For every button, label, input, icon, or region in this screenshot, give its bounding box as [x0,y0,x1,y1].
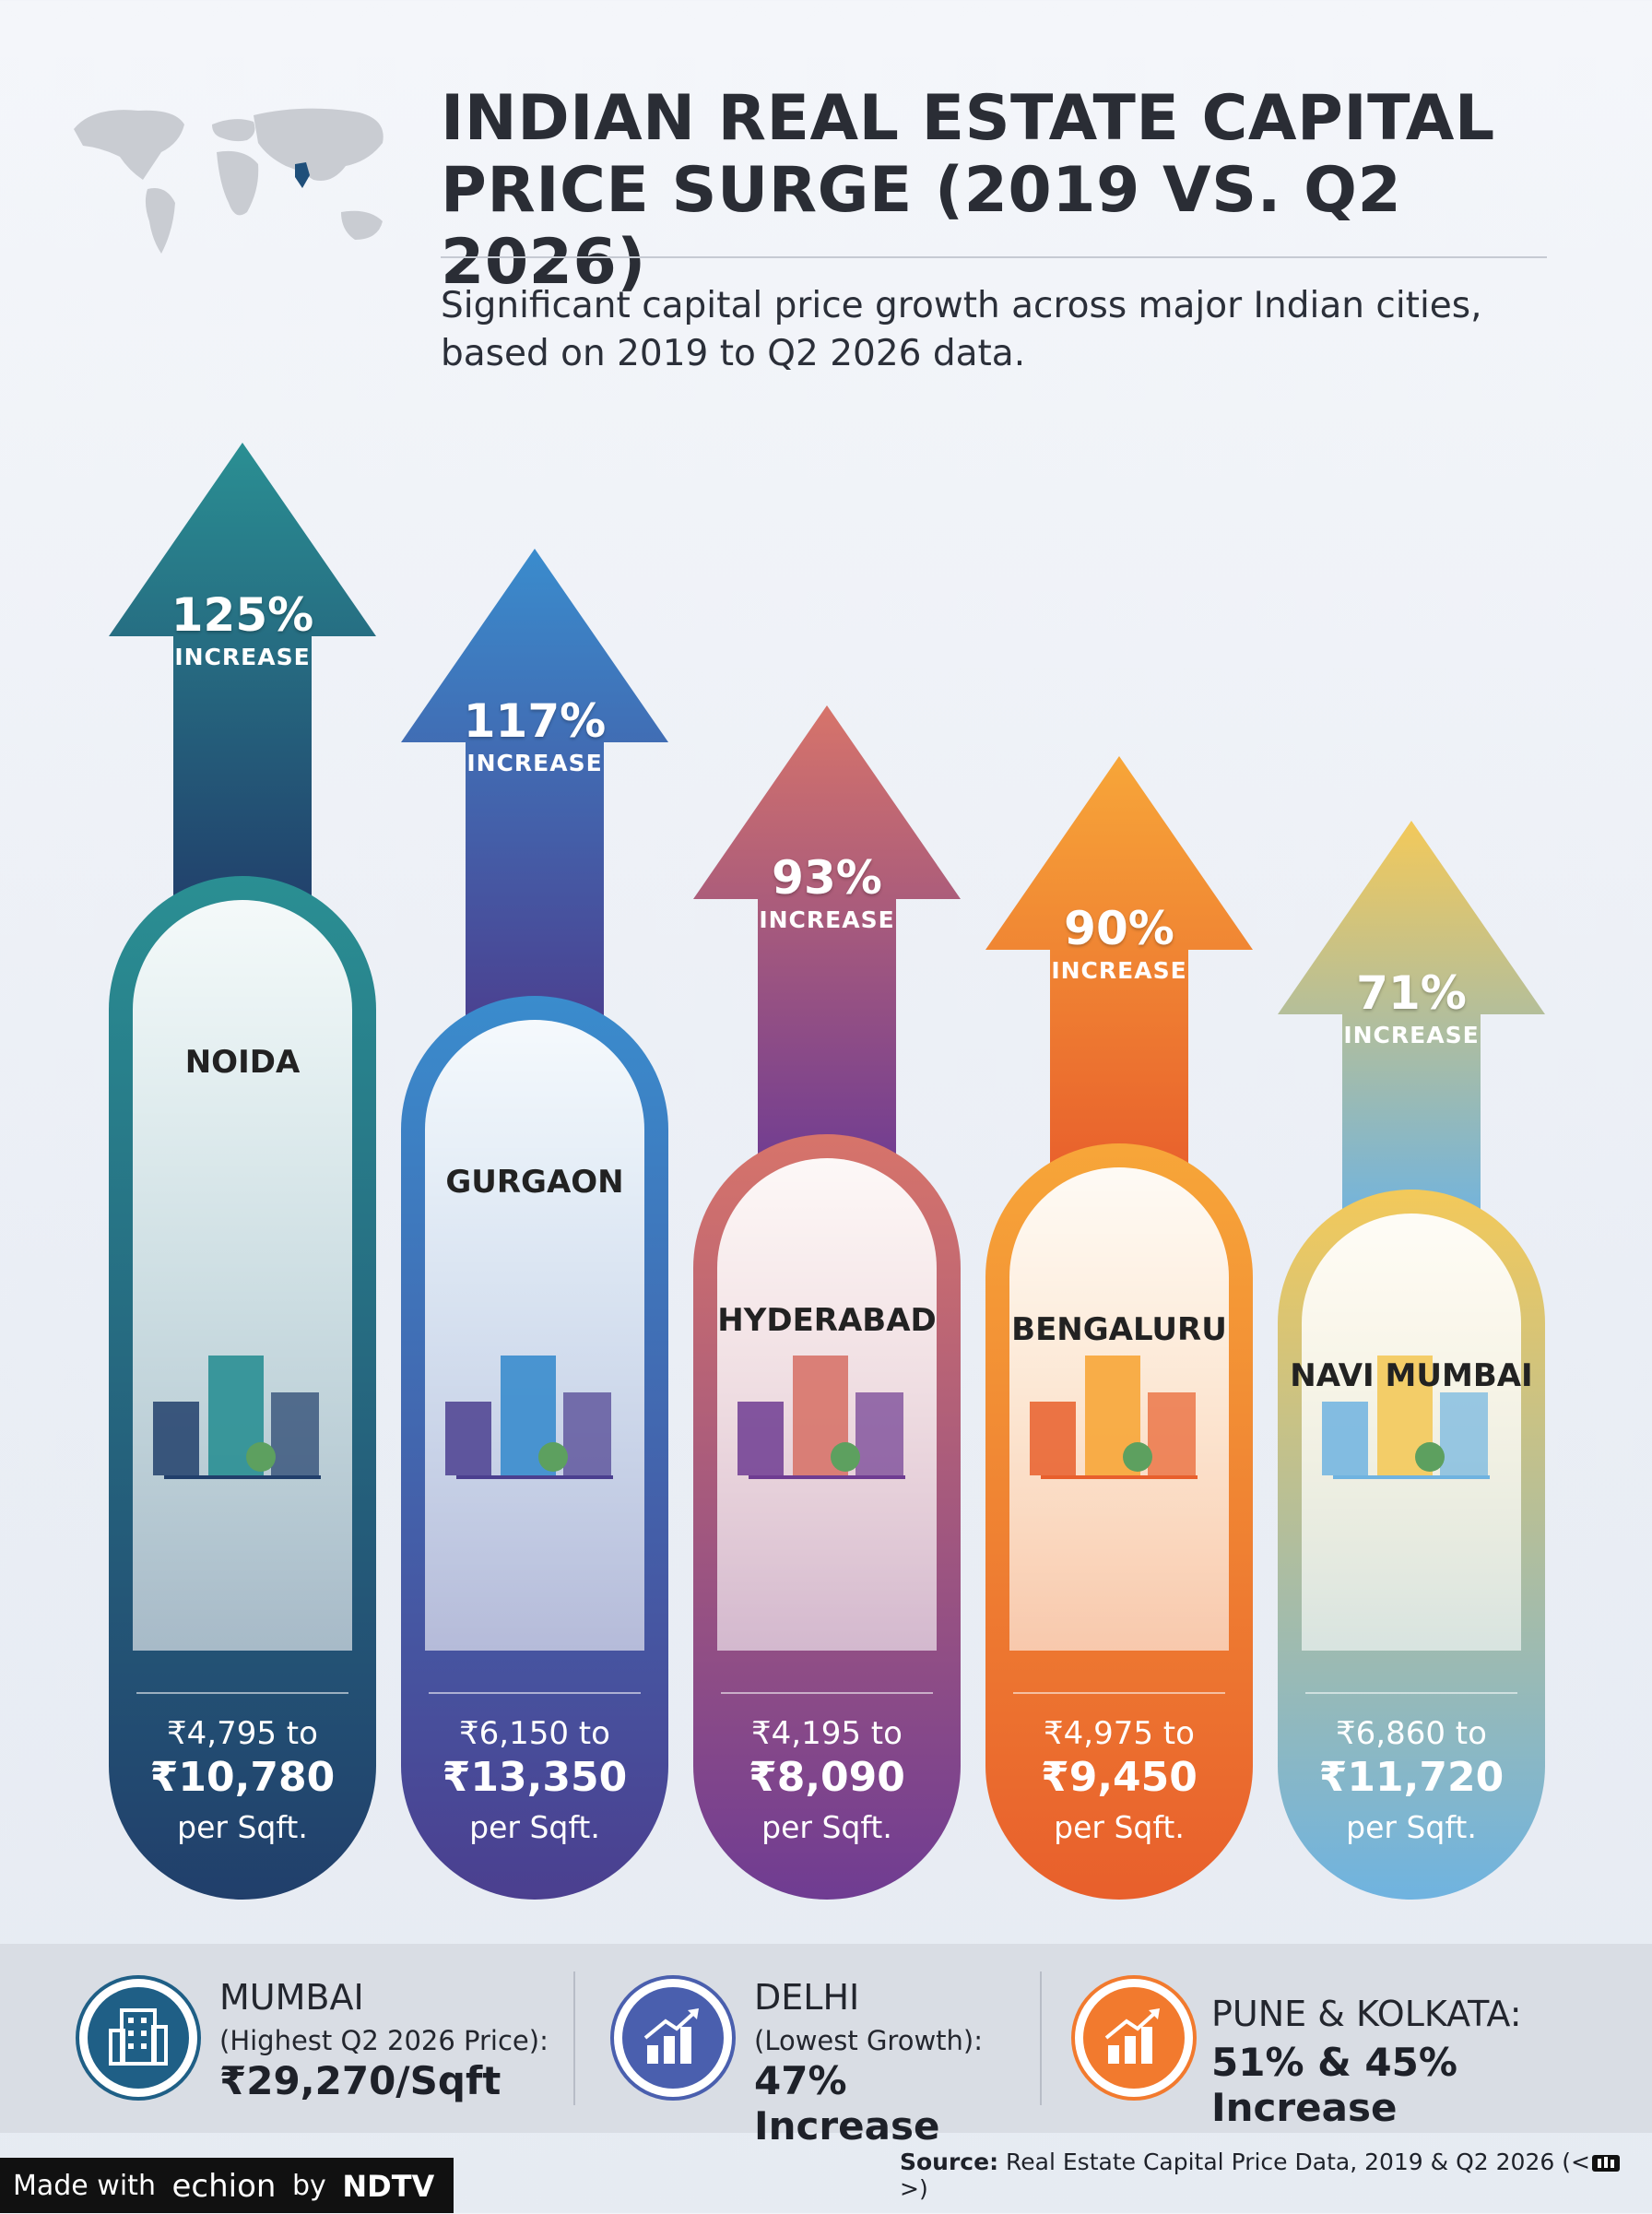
city-name: NOIDA [184,1044,301,1081]
building-icon [76,1975,201,2101]
price-from: ₹4,795 to [167,1715,318,1752]
city-skyline-icon [738,1356,905,1479]
publisher-logo: NDTV [342,2168,435,2204]
price-from: ₹4,975 to [1044,1715,1195,1752]
increase-percent: 93% [772,851,882,905]
price-from: ₹6,150 to [459,1715,610,1752]
logo-icon [1591,2155,1620,2172]
city-column: 71% INCREASE NAVI MUMBAI ₹6,860 to ₹11,720 pe… [1278,443,1545,1900]
increase-percent: 71% [1356,966,1467,1020]
stat-mumbai: MUMBAI (Highest Q2 2026 Price): ₹29,270/… [74,1944,572,2133]
page-title: INDIAN REAL ESTATE CAPITAL PRICE SURGE (… [441,83,1584,299]
price-divider [136,1692,348,1694]
city-column: 125% INCREASE NOIDA ₹4,795 to ₹10,780 per Sqf… [109,443,376,1900]
brand-badge[interactable]: Made with echion by NDTV [0,2158,454,2213]
stat-pune-kolkata: PUNE & KOLKATA: 51% & 45% Increase [1069,1944,1622,2133]
arrow-capsule-shape [693,705,961,1900]
source-text: Real Estate Capital Price Data, 2019 & Q… [1006,2149,1590,2175]
source-note: Source: Real Estate Capital Price Data, … [900,2149,1637,2202]
stat-name: DELHI [754,1977,860,2018]
stat-name: MUMBAI [219,1977,364,2018]
price-divider [1305,1692,1517,1694]
city-name: NAVI MUMBAI [1290,1357,1533,1394]
stats-bar [0,1944,1652,2133]
world-map-icon [74,108,384,254]
stat-divider [1040,1971,1042,2105]
city-column: 90% INCREASE BENGALURU ₹4,975 to ₹9,450 per S… [985,443,1253,1900]
by-label: by [292,2169,326,2202]
price-unit: per Sqft. [761,1809,892,1845]
title-line-1: INDIAN REAL ESTATE CAPITAL [441,82,1495,155]
city-name: GURGAON [445,1164,624,1201]
price-from: ₹4,195 to [751,1715,903,1752]
made-with-label: Made with [13,2169,156,2202]
increase-label: INCREASE [759,906,895,933]
price-to: ₹8,090 [749,1754,905,1801]
price-to: ₹10,780 [149,1754,336,1801]
growth-chart-icon [610,1975,736,2101]
city-column: 93% INCREASE HYDERABAD ₹4,195 to ₹8,090 per S… [693,443,961,1900]
source-end: >) [900,2175,928,2202]
city-name: HYDERABAD [717,1302,937,1339]
increase-label: INCREASE [1051,957,1187,984]
page-subtitle: Significant capital price growth across … [441,285,1482,374]
increase-percent: 90% [1064,902,1174,955]
arrow-capsule-shape [401,549,668,1900]
arrow-capsule-shape [109,443,376,1900]
growth-chart-icon [1071,1975,1197,2101]
increase-percent: 117% [463,694,607,748]
arrow-capsule-shape [1278,821,1545,1900]
increase-percent: 125% [171,588,314,642]
price-from: ₹6,860 to [1336,1715,1487,1752]
title-line-2: PRICE SURGE (2019 VS. Q2 2026) [441,154,1402,299]
price-divider [721,1692,933,1694]
stat-note: (Lowest Growth): [754,2025,984,2056]
city-name: BENGALURU [1011,1311,1227,1348]
increase-label: INCREASE [174,644,311,670]
increase-label: INCREASE [466,750,603,776]
city-skyline-icon [153,1356,321,1479]
city-skyline-icon [1322,1356,1490,1479]
source-label: Source: [900,2149,999,2175]
city-skyline-icon [445,1356,613,1479]
title-divider [441,256,1547,258]
stat-name: PUNE & KOLKATA: [1211,1994,1522,2034]
stat-divider [573,1971,575,2105]
city-skyline-icon [1030,1356,1198,1479]
price-to: ₹11,720 [1318,1754,1504,1801]
stat-value: 51% & 45% Increase [1211,2040,1457,2130]
price-divider [1013,1692,1225,1694]
stat-delhi: DELHI (Lowest Growth): 47% Increase [608,1944,1042,2149]
arrow-capsule-shape [985,756,1253,1900]
increase-label: INCREASE [1343,1022,1480,1048]
stat-value: 47% Increase [754,2058,940,2149]
price-unit: per Sqft. [1346,1809,1477,1845]
brand-logo: echion [171,2167,277,2205]
price-to: ₹9,450 [1041,1754,1198,1801]
price-unit: per Sqft. [177,1809,308,1845]
stat-value: ₹29,270/Sqft [219,2058,502,2103]
price-to: ₹13,350 [442,1754,628,1801]
stat-note: (Highest Q2 2026 Price): [219,2025,549,2056]
price-divider [429,1692,641,1694]
price-unit: per Sqft. [469,1809,600,1845]
price-unit: per Sqft. [1054,1809,1185,1845]
city-column: 117% INCREASE GURGAON ₹6,150 to ₹13,350 per S… [401,443,668,1900]
